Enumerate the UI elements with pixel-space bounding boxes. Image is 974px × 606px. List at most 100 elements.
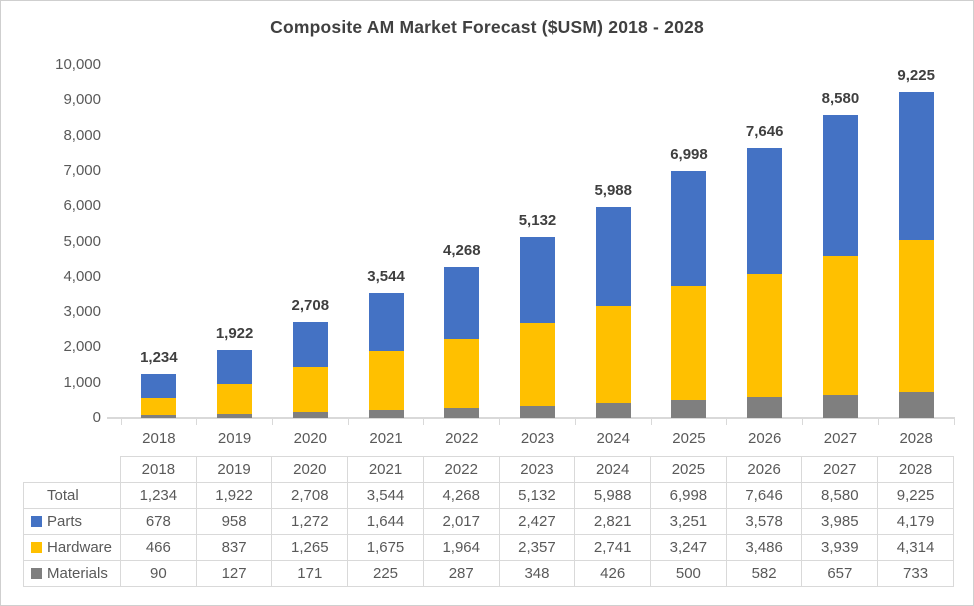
value-cell: 678 [120, 508, 197, 535]
bar-total-label: 8,580 [821, 90, 860, 108]
bar-segment-materials [292, 411, 328, 418]
y-axis-tick-label: 5,000 [63, 232, 101, 250]
legend-marker-materials-icon [31, 568, 42, 579]
bar-segment-materials [822, 394, 858, 418]
x-axis-tick [423, 417, 425, 425]
value-cell: 2,741 [574, 534, 652, 561]
value-cell: 225 [347, 560, 424, 587]
value-cell: 348 [498, 560, 576, 587]
bar-segment-parts [217, 350, 253, 384]
row-label: Parts [24, 513, 120, 530]
table-row: Materials 90 127 171 225 287 348 426 500 582 657 73… [23, 560, 954, 587]
value-cell: 1,265 [271, 534, 349, 561]
table-row: Total 1,234 1,922 2,708 3,544 4,268 5,132 5,988… [23, 482, 954, 509]
bar-segment-hardware [822, 255, 858, 395]
x-axis-category-label: 2028 [899, 430, 933, 447]
value-cell: 127 [195, 560, 273, 587]
bar-segment-hardware [444, 338, 480, 408]
value-cell: 733 [877, 560, 954, 587]
x-axis-category-label: 2026 [748, 430, 782, 447]
bar-segment-parts [141, 374, 177, 399]
value-cell: 1,675 [347, 534, 424, 561]
value-cell: 4,268 [422, 482, 500, 509]
row-label-text: Materials [47, 565, 108, 582]
value-cell: 1,272 [271, 508, 349, 535]
bar-total-label: 5,988 [594, 181, 632, 199]
table-row: 2018 2019 2020 2021 2022 2023 2024 2025 2026 2027… [24, 456, 954, 483]
value-cell: 466 [120, 534, 197, 561]
x-axis-tick [120, 417, 122, 425]
y-axis-tick-label: 9,000 [63, 91, 101, 109]
x-axis-tick [802, 417, 804, 425]
bar-segment-materials [520, 405, 555, 418]
bar-segment-parts [822, 115, 858, 256]
bar-total-label: 9,225 [897, 67, 935, 85]
year-header-cell: 2026 [725, 456, 803, 483]
bar-segment-hardware [292, 367, 328, 412]
value-cell: 4,314 [877, 534, 954, 561]
table-corner-cell [24, 457, 121, 483]
x-axis-tick [877, 417, 879, 425]
bar-segment-materials [671, 400, 707, 418]
bar-total-label: 3,544 [367, 267, 405, 285]
value-cell: 2,708 [271, 482, 349, 509]
x-axis-category-label: 2027 [823, 430, 858, 447]
year-header-cell: 2023 [498, 456, 576, 483]
row-label-text: Parts [47, 513, 83, 530]
value-cell: 3,544 [347, 482, 424, 509]
chart-title: Composite AM Market Forecast ($USM) 2018… [270, 17, 704, 37]
x-axis-category-label: 2018 [142, 430, 176, 447]
value-cell: 657 [801, 560, 879, 587]
x-axis-category-label: 2020 [293, 430, 327, 447]
value-cell: 2,821 [574, 508, 652, 535]
row-label-text: Total [47, 487, 79, 504]
bar-segment-materials [898, 392, 934, 418]
bar-total-label: 1,234 [140, 349, 178, 367]
x-axis-tick [196, 417, 198, 425]
value-cell: 1,922 [195, 482, 273, 509]
y-axis-tick-label: 2,000 [63, 338, 101, 356]
y-axis-tick-label: 3,000 [63, 303, 101, 321]
bar-total-label: 6,998 [670, 145, 708, 163]
bar-total-label: 2,708 [291, 297, 330, 315]
x-axis-category-label: 2023 [520, 430, 555, 447]
value-cell: 3,247 [650, 534, 727, 561]
bar-segment-parts [444, 267, 480, 339]
year-header-cell: 2019 [195, 456, 273, 483]
y-axis-tick-label: 0 [92, 409, 101, 426]
row-label: Total [24, 487, 120, 504]
value-cell: 3,939 [801, 534, 879, 561]
value-cell: 171 [271, 560, 349, 587]
bar-total-label: 5,132 [518, 211, 557, 229]
value-cell: 1,964 [422, 534, 500, 561]
bar-segment-materials [595, 402, 631, 418]
row-label-cell: Materials [23, 560, 121, 587]
row-label: Materials [24, 565, 120, 582]
value-cell: 1,234 [120, 482, 197, 509]
x-axis-line [107, 417, 955, 419]
value-cell: 90 [120, 560, 197, 587]
value-cell: 426 [574, 560, 652, 587]
value-cell: 1,644 [347, 508, 424, 535]
bar-segment-parts [671, 170, 707, 286]
bar-segment-hardware [747, 274, 783, 398]
bar-segment-materials [444, 407, 480, 418]
year-header-cell: 2021 [347, 456, 424, 483]
x-axis-tick [271, 417, 273, 425]
row-label: Hardware [24, 539, 120, 556]
value-cell: 5,988 [574, 482, 652, 509]
x-axis-tick [953, 417, 955, 425]
value-cell: 4,179 [877, 508, 954, 535]
bar-segment-hardware [217, 383, 253, 414]
value-cell: 500 [650, 560, 727, 587]
value-cell: 2,017 [422, 508, 500, 535]
value-cell: 287 [422, 560, 500, 587]
value-cell: 6,998 [650, 482, 727, 509]
year-header-cell: 2020 [271, 456, 349, 483]
value-cell: 3,486 [725, 534, 803, 561]
value-cell: 3,985 [801, 508, 879, 535]
bar-total-label: 1,922 [215, 325, 254, 343]
bar-segment-parts [368, 292, 404, 351]
table-row: Hardware 466 837 1,265 1,675 1,964 2,357 2,741 3… [23, 534, 954, 561]
